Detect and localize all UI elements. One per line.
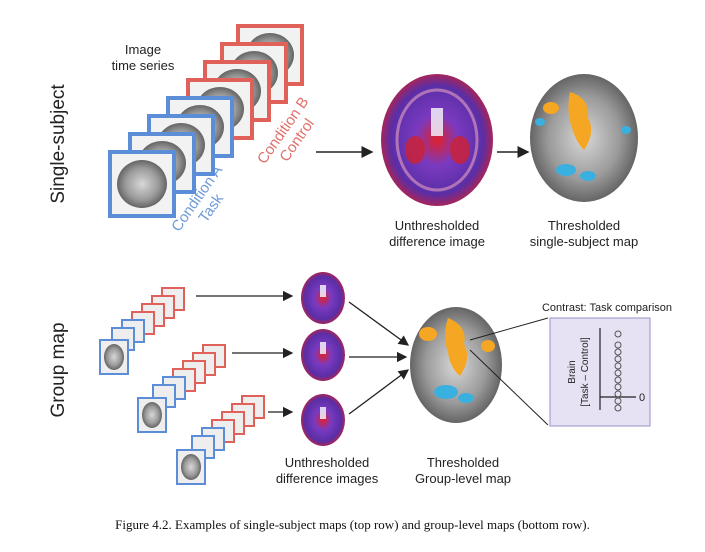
contrast-ylabel: Brain [Task – Control] [566,327,594,417]
arrow-diff3-to-group [348,369,410,415]
diff-brain-small-3 [301,394,345,446]
top-thresholded-label: Thresholded single-subject map [514,218,654,250]
top-thresholded-line2: single-subject map [529,234,639,249]
contrast-dot [614,397,622,405]
bottom-thresholded-line1: Thresholded [426,455,500,470]
contrast-dot [614,369,622,377]
top-unthresholded-label: Unthresholded difference image [372,218,502,250]
contrast-ylabel-line1: Brain [567,360,578,384]
bottom-stack-1 [99,287,185,375]
contrast-title: Contrast: Task comparison [541,302,673,314]
bottom-unthresholded-line2: difference images [275,471,379,486]
contrast-panel: 0 [549,317,651,427]
time-series-label: Image time series [88,42,198,74]
bottom-stack-3 [176,395,265,485]
top-time-series-stack [108,24,304,218]
top-thresholded-brain [530,74,638,202]
time-series-label-line1: Image [124,42,162,57]
top-unthresholded-line2: difference image [389,234,485,249]
contrast-dot [614,376,622,384]
arrow-diff1-to-group [348,301,410,346]
contrast-dot [614,362,622,370]
group-thresholded-brain [410,307,502,423]
top-difference-brain [381,74,493,206]
contrast-dot [614,341,622,349]
diff-brain-small-2 [301,329,345,381]
bottom-unthresholded-label: Unthresholded difference images [262,455,392,487]
contrast-ylabel-line2: [Task – Control] [580,337,591,407]
diff-brain-small-1 [301,272,345,324]
contrast-dot [614,390,622,398]
bottom-thresholded-label: Thresholded Group-level map [398,455,528,487]
contrast-dots [614,330,622,412]
contrast-dot [614,348,622,356]
contrast-dot [614,404,622,412]
figure-caption: Figure 4.2. Examples of single-subject m… [115,517,590,532]
bottom-stack-2 [137,344,226,433]
time-series-label-line2: time series [111,58,175,73]
bottom-unthresholded-line1: Unthresholded [284,455,370,470]
bottom-thresholded-line2: Group-level map [414,471,512,486]
frame-task-1 [108,150,176,218]
contrast-dot [614,383,622,391]
callout-line-top [469,317,549,341]
contrast-zero-label: 0 [639,392,645,404]
contrast-dot [614,355,622,363]
contrast-dot [614,330,622,338]
top-thresholded-line1: Thresholded [547,218,621,233]
top-unthresholded-line1: Unthresholded [394,218,480,233]
callout-line-bottom [469,349,549,426]
